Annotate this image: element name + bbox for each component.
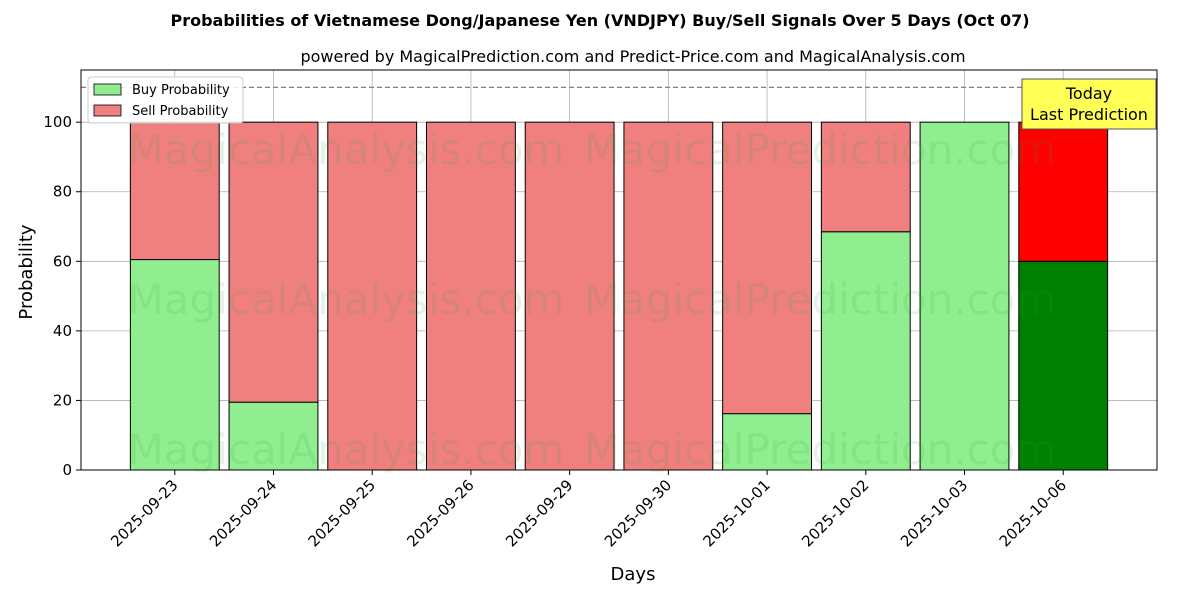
x-tick-label: 2025-09-24 (206, 476, 280, 550)
chart-subtitle: powered by MagicalPrediction.com and Pre… (300, 47, 965, 66)
x-tick-label: 2025-10-02 (798, 476, 872, 550)
annotation-box (1021, 78, 1157, 130)
y-axis: 0 20 40 60 80 100 (43, 113, 81, 479)
today-annotation: Today Last Prediction (1021, 78, 1157, 130)
annotation-line1: Today (1065, 84, 1112, 103)
chart-title: Probabilities of Vietnamese Dong/Japanes… (170, 11, 1029, 30)
sell-bar (129, 121, 220, 261)
legend-swatch-buy (93, 83, 122, 96)
x-tick-label: 2025-10-06 (996, 476, 1070, 550)
sell-bar (722, 121, 812, 415)
sell-bar (426, 121, 516, 471)
sell-bar (228, 121, 319, 403)
watermark-text: MagicalAnalysis.com (128, 425, 565, 474)
plot-frame (80, 69, 1158, 471)
x-tick-label: 2025-09-25 (305, 476, 379, 550)
annotation-line2: Last Prediction (1030, 105, 1148, 124)
x-axis: 2025-09-23 2025-09-24 2025-09-25 2025-09-26… (107, 470, 1070, 550)
watermark-text: MagicalPrediction.com (584, 125, 1057, 174)
legend: Buy Probability Sell Probability (87, 76, 244, 124)
legend-label-sell: Sell Probability (132, 104, 229, 119)
sell-bar (524, 121, 615, 471)
sell-bar (327, 121, 418, 471)
buy-bar (919, 121, 1010, 471)
legend-label-buy: Buy Probability (132, 83, 230, 98)
buy-bar (129, 259, 220, 471)
x-tick-label: 2025-09-23 (107, 476, 181, 550)
y-axis-label: Probability (16, 224, 37, 319)
y-tick-label: 0 (62, 461, 72, 479)
watermark-text: MagicalPrediction.com (584, 275, 1057, 324)
y-tick-label: 60 (53, 252, 72, 270)
x-axis-label: Days (611, 564, 656, 585)
y-tick-label: 20 (53, 391, 72, 409)
watermark-text: MagicalAnalysis.com (128, 275, 565, 324)
x-tick-label: 2025-10-01 (700, 476, 774, 550)
sell-bar (1018, 121, 1109, 262)
buy-bar (820, 231, 911, 471)
bars (129, 121, 1109, 471)
legend-swatch-sell (93, 104, 122, 117)
y-tick-label: 40 (53, 322, 72, 340)
sell-bar (820, 121, 911, 233)
x-tick-label: 2025-09-26 (403, 476, 477, 550)
watermarks: MagicalAnalysis.com MagicalPrediction.com… (128, 125, 1057, 474)
x-tick-label: 2025-10-03 (897, 476, 971, 550)
x-tick-label: 2025-09-30 (601, 476, 675, 550)
legend-box (87, 76, 244, 124)
x-tick-label: 2025-09-29 (502, 476, 576, 550)
watermark-text: MagicalAnalysis.com (128, 125, 565, 174)
watermark-text: MagicalPrediction.com (584, 425, 1057, 474)
buy-bar (722, 413, 812, 471)
y-tick-label: 100 (43, 113, 72, 131)
y-tick-label: 80 (53, 183, 72, 201)
buy-bar (1018, 260, 1109, 471)
